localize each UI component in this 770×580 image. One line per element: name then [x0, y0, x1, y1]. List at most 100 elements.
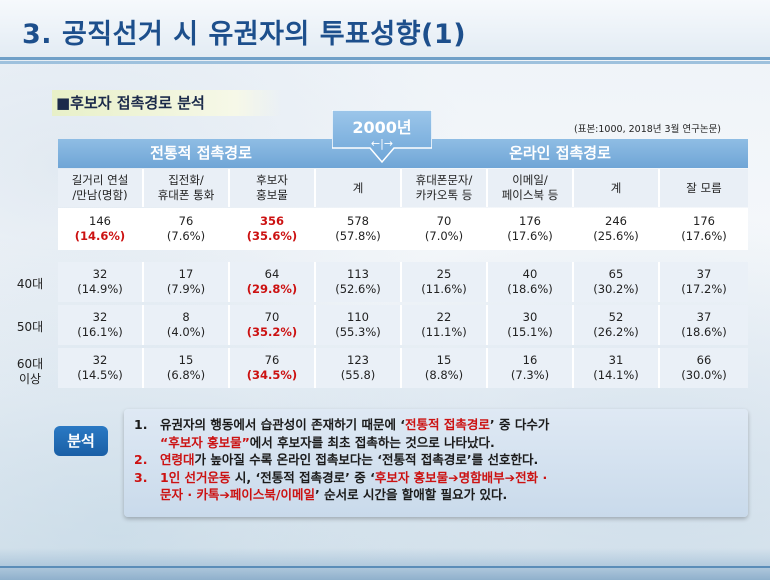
- analysis-item-number: 2.: [134, 452, 148, 467]
- sub-header-text: 페이스북 등: [501, 188, 559, 202]
- cell-percent: (25.6%): [593, 229, 639, 243]
- cell-percent: (17.6%): [507, 229, 553, 243]
- cell-count: 176: [693, 214, 715, 228]
- total-cell: 176 (17.6%): [660, 208, 748, 250]
- age-cell: 76 (34.5%): [230, 348, 316, 388]
- title-bar: 3. 공직선거 시 유권자의 투표성향(1): [0, 0, 770, 64]
- cell-percent: (14.6%): [74, 229, 126, 243]
- cell-count: 66: [696, 353, 712, 367]
- cell-count: 64: [264, 267, 280, 281]
- sub-header-text: 이메일/: [512, 173, 548, 187]
- cell-percent: (14.9%): [77, 282, 123, 296]
- cell-percent: (16.1%): [77, 325, 123, 339]
- age-cell: 32 (16.1%): [58, 305, 144, 345]
- age-cell: 65 (30.2%): [574, 262, 660, 302]
- age-row: 32 (14.5%) 15 (6.8%) 76 (34.5%) 123 (55.8) 15 (8.…: [58, 348, 748, 388]
- cell-percent: (57.8%): [335, 229, 381, 243]
- total-cell: 70 (7.0%): [402, 208, 488, 250]
- age-cell: 17 (7.9%): [144, 262, 230, 302]
- cell-percent: (30.2%): [593, 282, 639, 296]
- cell-percent: (11.1%): [421, 325, 467, 339]
- analysis-highlight: 1인 선거운동: [160, 469, 231, 485]
- cell-count: 37: [696, 267, 712, 281]
- age-label: 40대: [8, 277, 52, 292]
- cell-count: 356: [259, 214, 284, 228]
- cell-count: 578: [347, 214, 369, 228]
- sub-header-text: 휴대폰문자/: [415, 173, 473, 187]
- age-cell: 30 (15.1%): [488, 305, 574, 345]
- cell-percent: (11.6%): [421, 282, 467, 296]
- cell-percent: (30.0%): [681, 368, 727, 382]
- analysis-text: 이 존재하기 때문에 ‘: [295, 417, 406, 432]
- analysis-item-number: 1.: [134, 417, 148, 432]
- cell-percent: (26.2%): [593, 325, 639, 339]
- cell-percent: (35.6%): [246, 229, 298, 243]
- sub-header-cell: 이메일/페이스북 등: [488, 169, 574, 207]
- cell-count: 110: [347, 310, 369, 324]
- analysis-text: 습관성: [260, 417, 296, 432]
- age-cell: 15 (8.8%): [402, 348, 488, 388]
- cell-count: 70: [436, 214, 452, 228]
- cell-percent: (17.6%): [681, 229, 727, 243]
- age-cell: 66 (30.0%): [660, 348, 748, 388]
- analysis-line: “후보자 홍보물”에서 후보자를 최초 접촉하는 것으로 나타났다.: [134, 434, 738, 452]
- age-cell: 52 (26.2%): [574, 305, 660, 345]
- total-cell: 246 (25.6%): [574, 208, 660, 250]
- group-header-traditional: 전통적 접촉경로: [150, 144, 252, 162]
- age-label-text: 60대: [16, 357, 44, 371]
- age-label-text: 50대: [16, 319, 44, 334]
- sub-header-text: 홍보물: [256, 188, 288, 202]
- cell-percent: (14.1%): [593, 368, 639, 382]
- total-cell: 146 (14.6%): [58, 208, 144, 250]
- cell-count: 52: [608, 310, 624, 324]
- cell-count: 32: [92, 353, 108, 367]
- sub-header-cell: 후보자 홍보물: [230, 169, 316, 207]
- page-title: 3. 공직선거 시 유권자의 투표성향(1): [22, 19, 467, 50]
- sub-header-text: 카카오톡 등: [415, 188, 473, 202]
- cell-percent: (6.8%): [166, 368, 206, 382]
- analysis-text: 시, ‘전통적 접촉경로’ 중 ‘: [230, 469, 375, 485]
- analysis-highlight: “후보자 홍보물”: [160, 434, 250, 450]
- cell-count: 32: [92, 310, 108, 324]
- total-cell: 176 (17.6%): [488, 208, 574, 250]
- cell-percent: (7.3%): [510, 368, 550, 382]
- total-cell: 578 (57.8%): [316, 208, 402, 250]
- year-arrow-icon: ←|→: [370, 137, 394, 150]
- age-cell: 110 (55.3%): [316, 305, 402, 345]
- cell-count: 40: [522, 267, 538, 281]
- age-cell: 15 (6.8%): [144, 348, 230, 388]
- analysis-highlight: 연령대: [160, 452, 195, 467]
- analysis-badge: 분석: [54, 426, 108, 456]
- cell-percent: (8.8%): [424, 368, 464, 382]
- cell-percent: (7.9%): [166, 282, 206, 296]
- group-header-online: 온라인 접촉경로: [509, 144, 611, 162]
- age-label-text: 이상: [18, 372, 42, 386]
- sub-header-text: 잘 모름: [686, 180, 722, 195]
- total-cell: 356 (35.6%): [230, 208, 316, 250]
- age-cell: 25 (11.6%): [402, 262, 488, 302]
- cell-count: 176: [519, 214, 541, 228]
- cell-count: 70: [264, 310, 280, 324]
- sub-header-cell: 계: [574, 169, 660, 207]
- age-cell: 40 (18.6%): [488, 262, 574, 302]
- sub-header-cell: 계: [316, 169, 402, 207]
- analysis-box: 1. 유권자의 행동에서 습관성이 존재하기 때문에 ‘전통적 접촉경로’ 중 다…: [124, 409, 748, 517]
- cell-percent: (15.1%): [507, 325, 553, 339]
- sub-header-text: 후보자: [256, 173, 288, 187]
- cell-count: 25: [436, 267, 452, 281]
- analysis-item-number: 3.: [134, 469, 148, 485]
- age-cell: 64 (29.8%): [230, 262, 316, 302]
- analysis-text: 유권자의 행동에서: [160, 417, 261, 432]
- age-cell: 32 (14.9%): [58, 262, 144, 302]
- cell-count: 15: [178, 353, 194, 367]
- age-cell: 37 (18.6%): [660, 305, 748, 345]
- age-cell: 16 (7.3%): [488, 348, 574, 388]
- age-cell: 8 (4.0%): [144, 305, 230, 345]
- cell-percent: (55.3%): [335, 325, 381, 339]
- cell-count: 37: [696, 310, 712, 324]
- sub-header-cell: 길거리 연설/만남(명함): [58, 169, 144, 207]
- sub-header-row: 길거리 연설/만남(명함) 집전화/휴대폰 통화 후보자 홍보물 계 휴대폰문자/카카오톡…: [58, 169, 748, 207]
- cell-percent: (17.2%): [681, 282, 727, 296]
- age-cell: 31 (14.1%): [574, 348, 660, 388]
- sub-header-cell: 집전화/휴대폰 통화: [144, 169, 230, 207]
